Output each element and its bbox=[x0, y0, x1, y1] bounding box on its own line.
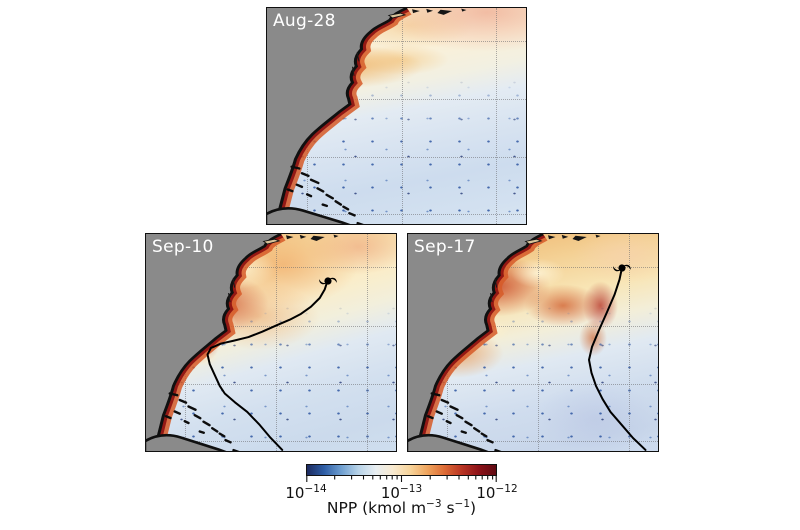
gridline-horizontal bbox=[146, 441, 396, 443]
estuary-inlets bbox=[229, 278, 235, 302]
hurricane-track bbox=[589, 268, 646, 450]
estuary-inlets bbox=[352, 52, 358, 76]
tick-label-1e-14: 10−14 bbox=[285, 483, 327, 502]
map-panel-aug28: Aug-28 bbox=[266, 7, 527, 225]
gridline-vertical bbox=[496, 8, 498, 224]
cuba-landmass bbox=[146, 433, 230, 451]
gridline-horizontal bbox=[408, 383, 658, 385]
map-overlay bbox=[267, 8, 468, 224]
gridline-horizontal bbox=[408, 266, 658, 268]
hurricane-symbol bbox=[612, 258, 632, 277]
hurricane-symbol bbox=[318, 271, 337, 290]
gridline-vertical bbox=[401, 8, 403, 224]
gridline-horizontal bbox=[267, 157, 526, 159]
panel-date-label: Sep-10 bbox=[152, 237, 214, 257]
colorbar-tickmarks bbox=[306, 476, 497, 482]
gridline-vertical bbox=[367, 234, 369, 451]
gridline-horizontal bbox=[146, 383, 396, 385]
panel-date-label: Aug-28 bbox=[273, 11, 336, 31]
map-overlay bbox=[146, 234, 340, 451]
gridline-horizontal bbox=[267, 214, 526, 216]
hurricane-track bbox=[208, 281, 328, 450]
gridline-horizontal bbox=[267, 40, 526, 42]
gridline-vertical bbox=[538, 234, 539, 451]
colorbar-gradient bbox=[306, 464, 497, 476]
cuba-landmass bbox=[408, 433, 492, 451]
gridline-vertical bbox=[276, 234, 277, 451]
tick-label-1e-13: 10−13 bbox=[380, 483, 423, 502]
gridline-horizontal bbox=[146, 266, 396, 268]
gridline-horizontal bbox=[408, 325, 658, 327]
map-panel-sep17: Sep-17 bbox=[407, 233, 659, 452]
map-overlay bbox=[408, 234, 658, 451]
tick-label-1e-12: 10−12 bbox=[476, 483, 518, 502]
gridline-horizontal bbox=[408, 441, 658, 443]
colorbar-tick-labels: 10−14 10−13 10−12 bbox=[285, 483, 517, 502]
cuba-landmass bbox=[267, 206, 355, 224]
panel-date-label: Sep-17 bbox=[414, 237, 476, 257]
map-panel-sep10: Sep-10 bbox=[145, 233, 397, 452]
gridline-horizontal bbox=[146, 325, 396, 327]
gridline-vertical bbox=[629, 234, 631, 451]
colorbar-title: NPP (kmol m−3 s−1) bbox=[326, 498, 477, 518]
estuary-inlets bbox=[491, 278, 497, 302]
colorbar: 10−14 10−13 10−12 NPP (kmol m−3 s−1) bbox=[285, 464, 518, 517]
gridline-horizontal bbox=[267, 99, 526, 101]
